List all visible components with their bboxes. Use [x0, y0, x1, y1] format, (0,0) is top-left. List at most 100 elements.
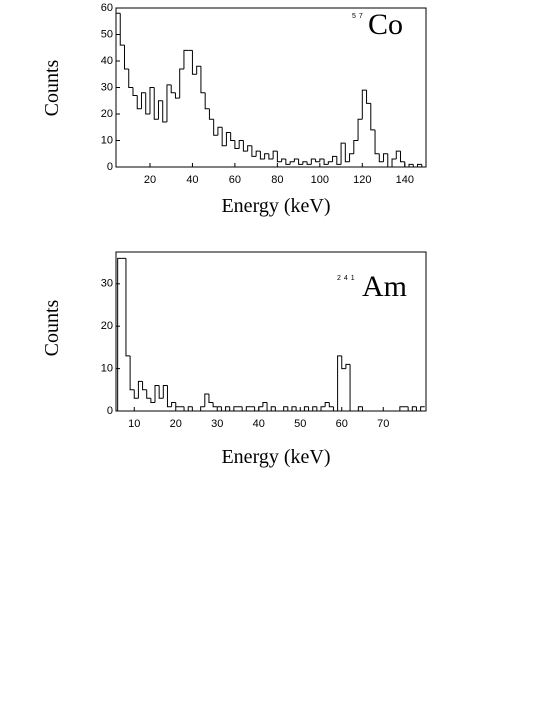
histogram-step — [370, 103, 376, 131]
histogram-step — [407, 406, 413, 412]
histogram-step — [251, 145, 257, 157]
y-axis-label: Counts — [41, 59, 63, 116]
histogram-step — [153, 87, 159, 120]
title-superscript: 241 — [337, 275, 358, 282]
histogram-step — [166, 84, 172, 122]
histogram-step — [208, 394, 214, 404]
y-axis-label: Counts — [41, 299, 63, 356]
histogram-step — [421, 164, 426, 168]
histogram-step — [132, 87, 138, 96]
histogram-step — [140, 92, 146, 109]
histogram-step — [316, 406, 322, 412]
histogram-step — [154, 385, 160, 403]
histogram-step — [230, 132, 235, 141]
histogram-step — [162, 385, 168, 399]
histogram-step — [417, 163, 422, 167]
histogram-step — [258, 406, 263, 411]
histogram-step — [157, 100, 163, 120]
y-tick-label: 0 — [107, 405, 113, 417]
histogram-step — [234, 140, 240, 149]
histogram-step — [276, 151, 282, 163]
histogram-step — [225, 132, 231, 146]
histogram-step — [171, 402, 176, 407]
histogram-step — [308, 406, 313, 412]
histogram-step — [349, 153, 354, 162]
y-tick-label: 10 — [101, 134, 113, 146]
x-tick-label: 120 — [353, 174, 371, 186]
histogram-step — [408, 163, 414, 167]
histogram-step — [225, 406, 230, 411]
histogram-step — [268, 153, 274, 160]
x-axis-label: Energy (keV) — [221, 446, 330, 468]
histogram-step — [229, 406, 234, 412]
histogram-step — [387, 153, 393, 168]
x-tick-label: 80 — [271, 174, 283, 186]
histogram-step — [174, 92, 180, 99]
histogram-step — [262, 402, 268, 407]
x-tick-label: 70 — [377, 418, 389, 430]
histogram-step — [254, 406, 259, 412]
histogram-step — [320, 406, 326, 411]
histogram-step — [255, 150, 261, 157]
histogram-step — [324, 402, 330, 407]
histogram-step — [391, 158, 397, 167]
histogram-step — [270, 406, 276, 411]
histogram-step — [117, 257, 122, 411]
histogram-step — [179, 68, 184, 99]
histogram-step — [213, 119, 218, 136]
histogram-step — [183, 49, 189, 69]
x-tick-label: 50 — [294, 418, 306, 430]
histogram-step — [221, 127, 227, 147]
x-tick-label: 40 — [253, 418, 265, 430]
y-tick-label: 50 — [101, 28, 113, 40]
histogram-step — [306, 161, 312, 165]
histogram-step — [204, 393, 209, 407]
histogram-step — [145, 92, 150, 115]
histogram-step — [266, 402, 272, 412]
histogram-step — [337, 355, 342, 411]
title-superscript: 57 — [352, 13, 366, 20]
histogram-step — [400, 151, 405, 163]
histogram-step — [287, 406, 292, 412]
histogram-step — [336, 156, 342, 165]
histogram-step — [327, 161, 333, 165]
histogram-step — [344, 143, 350, 163]
histogram-step — [420, 406, 425, 411]
histogram-step — [289, 161, 295, 165]
x-tick-label: 100 — [311, 174, 329, 186]
histogram-step — [149, 87, 155, 114]
histogram-step — [357, 118, 363, 141]
histogram-step — [293, 158, 299, 162]
histogram-step — [166, 385, 172, 408]
histogram-step — [115, 12, 121, 167]
histogram-step — [319, 158, 325, 162]
histogram-step — [212, 402, 218, 408]
histogram-step — [310, 158, 316, 165]
histogram-step — [204, 92, 210, 110]
histogram-step — [383, 153, 388, 162]
chart-title: Am — [362, 270, 407, 303]
histogram-step — [283, 406, 288, 411]
histogram-step — [378, 153, 384, 163]
histogram-step — [399, 406, 405, 411]
histogram-step — [374, 129, 380, 155]
histogram-step — [404, 161, 410, 168]
y-tick-label: 30 — [101, 81, 113, 93]
histogram-step — [217, 126, 223, 136]
histogram-step — [312, 406, 317, 411]
histogram-step — [353, 140, 359, 154]
histogram-step — [332, 155, 337, 162]
histogram-step — [128, 68, 133, 88]
histogram-step — [142, 381, 147, 391]
histogram-step — [415, 406, 421, 412]
x-tick-label: 60 — [336, 418, 348, 430]
histogram-step — [345, 363, 351, 369]
histogram-step — [187, 406, 193, 411]
histogram-step — [238, 140, 244, 149]
histogram-step — [341, 355, 346, 370]
histogram-step — [362, 406, 367, 412]
y-tick-label: 20 — [101, 320, 113, 332]
x-tick-label: 40 — [186, 174, 198, 186]
x-tick-label: 60 — [229, 174, 241, 186]
histogram-step — [361, 89, 367, 120]
